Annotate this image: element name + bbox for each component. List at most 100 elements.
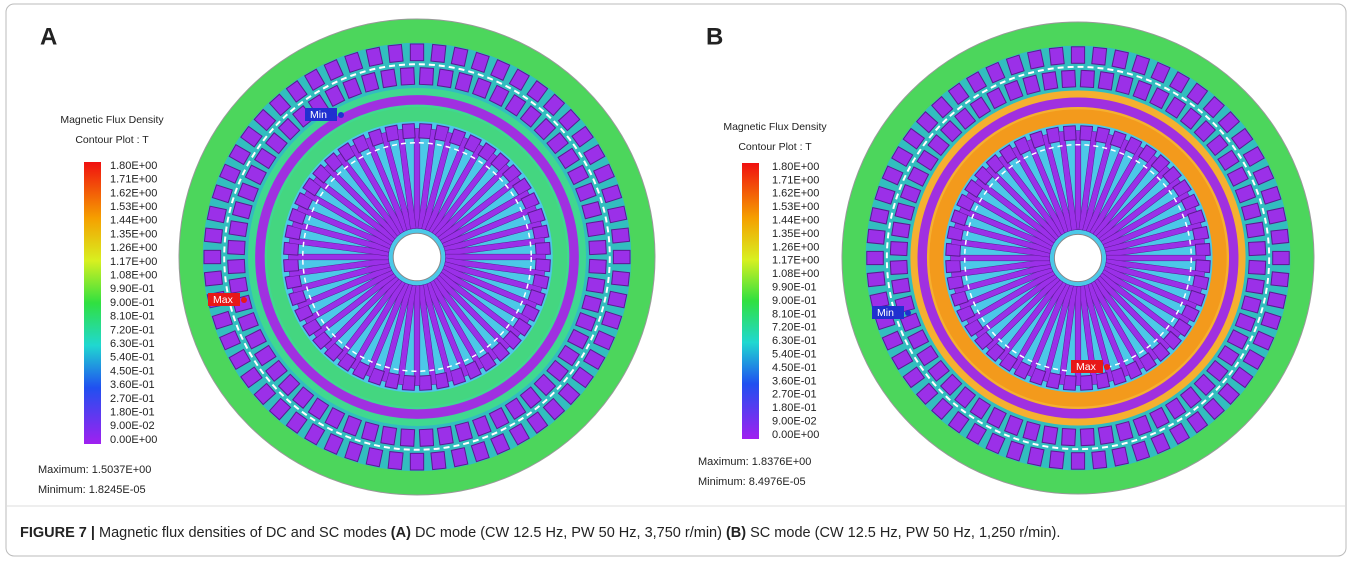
stator-slot xyxy=(939,119,963,143)
stator-slot xyxy=(1186,82,1209,106)
legend-title: Magnetic Flux Density xyxy=(60,114,164,126)
scale-label: 1.62E+00 xyxy=(772,188,819,200)
stator-slot xyxy=(1061,69,1077,89)
stator-slot xyxy=(593,330,615,351)
max-marker-box xyxy=(1071,360,1103,373)
stator-slot xyxy=(866,250,884,266)
stator-slot xyxy=(866,228,886,245)
min-marker: Min xyxy=(877,307,894,319)
scale-label: 5.40E-01 xyxy=(110,352,155,364)
stator-slot xyxy=(436,425,454,446)
rotor-tooth xyxy=(1058,131,1078,231)
rotor-tooth xyxy=(397,284,417,386)
scale-label: 5.40E-01 xyxy=(772,349,817,361)
rotor-tooth xyxy=(1026,282,1071,378)
stator-slot xyxy=(211,184,233,204)
stator-slot xyxy=(954,107,977,130)
stator-slot xyxy=(1070,452,1086,470)
scale-label: 7.20E-01 xyxy=(110,324,155,336)
stator-slot xyxy=(601,184,623,204)
stator-slot xyxy=(526,411,549,434)
scale-label: 3.60E-01 xyxy=(110,379,155,391)
scale-label: 1.17E+00 xyxy=(110,256,157,268)
stator-slot xyxy=(490,59,511,81)
rotor-tooth xyxy=(1102,265,1198,310)
stator-slot xyxy=(228,276,249,294)
scale-label: 7.20E-01 xyxy=(772,322,817,334)
stator-slot xyxy=(504,397,527,421)
rotor-tooth xyxy=(431,152,498,237)
rotor-tooth xyxy=(434,274,511,351)
stator-slot xyxy=(581,200,603,220)
rotor-slot xyxy=(384,124,401,143)
rotor-tooth xyxy=(364,281,410,378)
max-marker: Max xyxy=(213,294,234,306)
stator-slot xyxy=(1193,119,1217,143)
stator-slot xyxy=(488,84,510,107)
rotor-tooth xyxy=(441,204,538,250)
stator-slot xyxy=(1226,329,1249,350)
stator-slot xyxy=(1005,440,1025,462)
stator-slot xyxy=(418,67,435,86)
rotor-slot xyxy=(283,258,300,273)
rotor-band xyxy=(917,97,1239,419)
stator-slot xyxy=(965,422,988,445)
max-marker: Max xyxy=(1076,361,1097,373)
rotor-slot xyxy=(945,259,962,274)
scale-label: 9.90E-01 xyxy=(110,283,155,295)
stator-slot xyxy=(1111,446,1129,467)
stator-slot xyxy=(1230,366,1254,389)
stator-slot xyxy=(253,344,277,367)
stator-slot xyxy=(1132,414,1153,437)
stator-slot xyxy=(418,428,435,447)
rotor-tooth xyxy=(291,220,391,253)
stator-slot xyxy=(219,163,241,184)
stator-slot xyxy=(454,421,474,443)
stator-slot xyxy=(1242,145,1265,168)
scale-label: 1.08E+00 xyxy=(772,268,819,280)
max-marker-dot xyxy=(241,297,247,303)
rotor-tooth xyxy=(997,278,1064,362)
caption-b-label: (B) xyxy=(726,525,746,541)
rotor-tooth xyxy=(1095,275,1171,351)
stator-slot xyxy=(240,125,263,148)
rotor-slot xyxy=(1062,374,1077,391)
stator-slot xyxy=(365,46,384,67)
stator-slot xyxy=(965,71,988,94)
rotor-tooth xyxy=(444,237,546,257)
stator-slot xyxy=(1206,359,1229,382)
stator-slot xyxy=(1131,54,1151,76)
rotor-tooth xyxy=(288,253,389,261)
rotor-tooth xyxy=(953,262,1052,295)
scale-label: 9.00E-01 xyxy=(110,297,155,309)
stator-slot xyxy=(593,163,615,184)
rotor-tooth xyxy=(1041,284,1074,383)
stator-slot xyxy=(323,59,344,81)
rotor-slot xyxy=(1191,225,1210,242)
scale-label: 6.30E-01 xyxy=(110,338,155,350)
rotor-slot xyxy=(401,123,416,140)
stator-slot xyxy=(581,294,603,314)
scale-label: 1.80E+00 xyxy=(110,160,157,172)
stator-slot xyxy=(927,359,950,382)
stator-slot xyxy=(206,205,227,224)
stator-slot xyxy=(881,330,904,351)
stator-slot xyxy=(399,428,416,447)
stator-slot xyxy=(907,166,930,187)
stator-slot xyxy=(985,61,1006,84)
stator-slot xyxy=(237,182,259,203)
rotor-tooth xyxy=(303,268,395,325)
rotor-tooth xyxy=(1098,272,1182,339)
stator-slot xyxy=(1266,207,1287,225)
caption-b-text: SC mode (CW 12.5 Hz, PW 50 Hz, 1,250 r/m… xyxy=(750,525,1060,541)
stator-slot xyxy=(947,410,970,434)
panel: A Magnetic Flux Density Contour Plot : T 1.… xyxy=(38,18,656,496)
minimum: Minimum: 1.8245E-05 xyxy=(38,484,146,496)
stator-slot xyxy=(285,80,308,103)
scale-label: 9.00E-02 xyxy=(110,420,155,432)
stator-slot xyxy=(575,311,597,332)
rotor-tooth xyxy=(413,285,421,386)
stator-slot xyxy=(986,406,1007,429)
rotor-tooth xyxy=(431,277,498,362)
